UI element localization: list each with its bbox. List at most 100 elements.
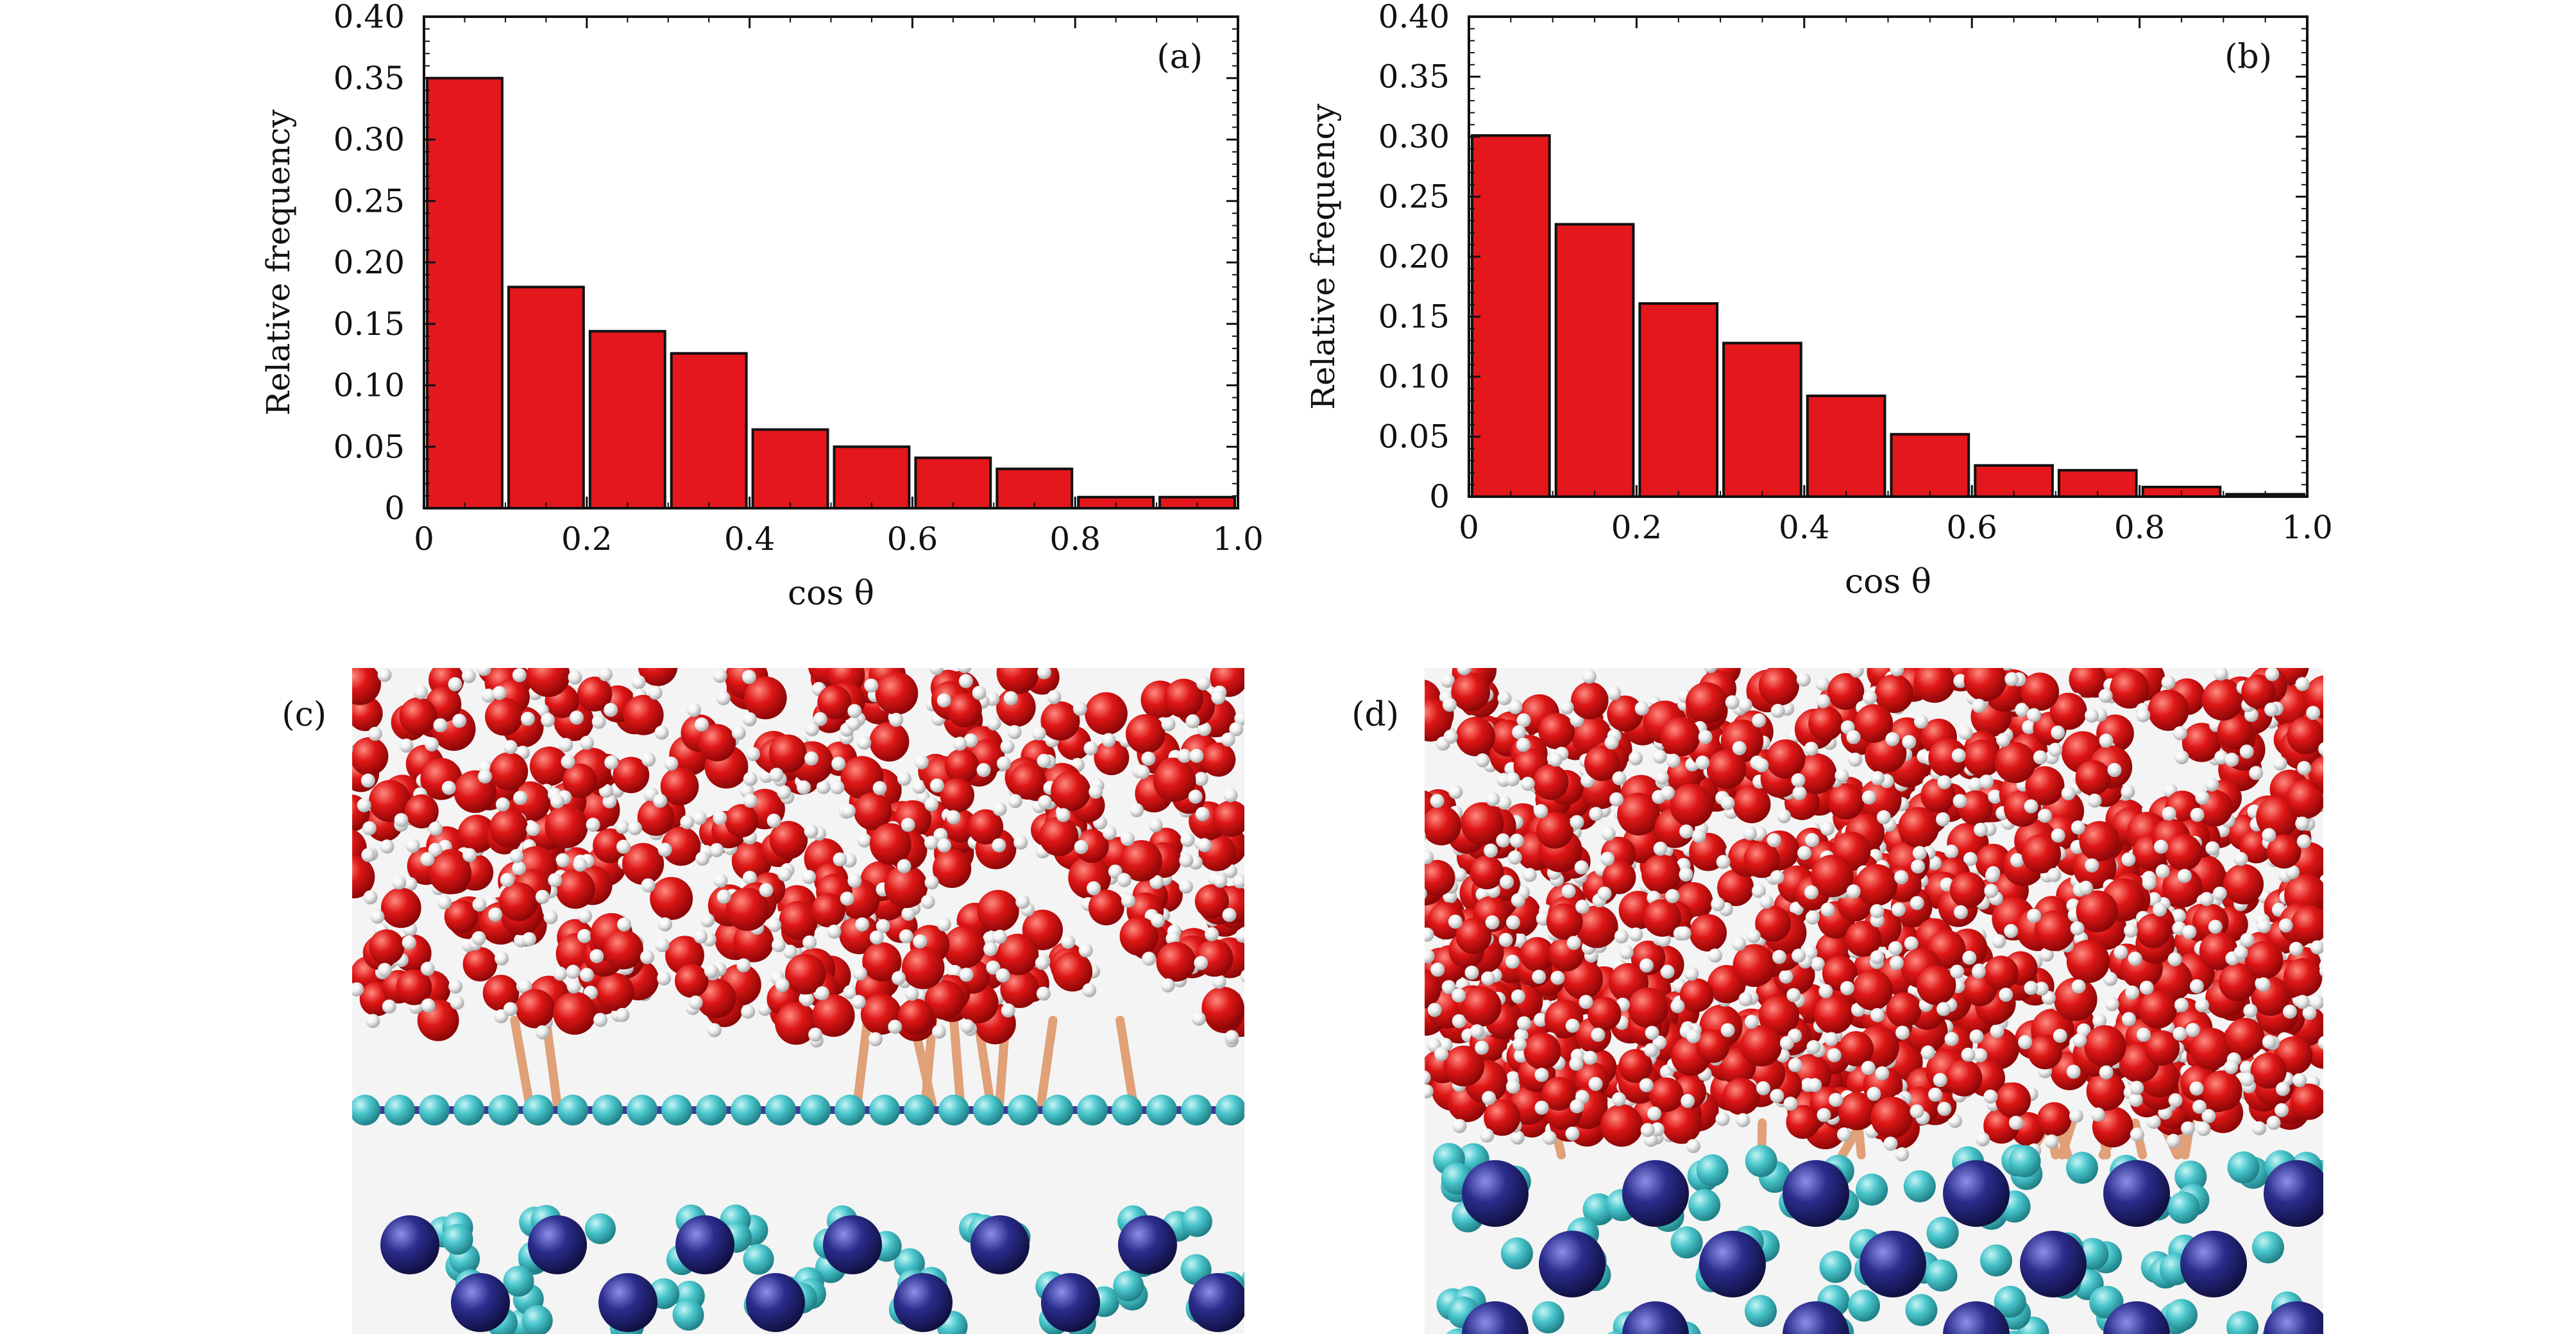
hydrogen-atom xyxy=(1990,1023,2004,1038)
substrate-light-atom xyxy=(1925,1259,1958,1292)
hydrogen-atom xyxy=(1888,941,1902,955)
oxygen-atom xyxy=(1717,869,1754,907)
surface-atom xyxy=(384,1095,415,1125)
oxygen-atom xyxy=(2201,1070,2242,1111)
hydrogen-atom xyxy=(1570,815,1584,830)
hydrogen-atom xyxy=(518,979,532,994)
oxygen-atom xyxy=(1977,1027,2020,1070)
hydrogen-atom xyxy=(2190,807,2205,822)
hydrogen-atom xyxy=(771,938,786,953)
hydrogen-atom xyxy=(2256,977,2271,992)
hydrogen-atom xyxy=(1047,690,1062,705)
oxygen-atom xyxy=(661,826,701,866)
hydrogen-atom xyxy=(1612,771,1627,785)
hydrogen-atom xyxy=(1574,860,1589,875)
hydrogen-atom xyxy=(1629,927,1643,942)
hydrogen-atom xyxy=(1500,875,1514,889)
oxygen-atom xyxy=(1733,944,1776,988)
hydrogen-atom xyxy=(1177,748,1192,763)
oxygen-atom xyxy=(1126,714,1165,754)
oxygen-atom xyxy=(1164,678,1203,718)
hydrogen-atom xyxy=(325,819,339,834)
oxygen-atom xyxy=(1536,812,1573,849)
hydrogen-atom xyxy=(543,910,558,925)
hydrogen-atom xyxy=(441,780,456,795)
y-tick-label: 0.25 xyxy=(1378,178,1450,216)
hydrogen-atom xyxy=(1816,694,1831,708)
hydrogen-atom xyxy=(2174,750,2189,765)
hydrogen-atom xyxy=(868,1032,883,1047)
hydrogen-atom xyxy=(1889,955,1904,970)
hydrogen-atom xyxy=(864,678,879,693)
hydrogen-atom xyxy=(481,688,496,703)
hydrogen-atom xyxy=(586,817,600,832)
hydrogen-atom xyxy=(931,1025,946,1039)
hydrogen-atom xyxy=(591,714,606,729)
atoms xyxy=(325,642,1244,1334)
hydrogen-atom xyxy=(992,801,1007,816)
oxygen-atom xyxy=(2021,834,2062,874)
hydrogen-atom xyxy=(1222,907,1237,922)
oxygen-atom xyxy=(1928,738,1968,778)
hydrogen-bond xyxy=(510,1016,534,1108)
oxygen-atom xyxy=(1827,783,1865,820)
hydrogen-atom xyxy=(767,918,782,932)
hydrogen-atom xyxy=(1767,833,1781,848)
oxygen-atom xyxy=(1958,790,1993,826)
hydrogen-atom xyxy=(1992,934,2006,948)
bar xyxy=(1722,341,1802,499)
hydrogen-atom xyxy=(2331,747,2345,761)
oxygen-atom xyxy=(555,869,595,909)
hydrogen-atom xyxy=(2018,1035,2033,1050)
hydrogen-atom xyxy=(1443,730,1458,744)
oxygen-atom xyxy=(1009,763,1046,800)
substrate-dark-atom xyxy=(1943,1160,2010,1227)
hydrogen-atom xyxy=(328,862,343,876)
hydrogen-atom xyxy=(1425,1070,1431,1085)
hydrogen-atom xyxy=(1087,881,1101,896)
oxygen-atom xyxy=(2223,864,2264,905)
hydrogen-atom xyxy=(1188,789,1203,804)
hydrogen-atom xyxy=(1913,714,1928,729)
hydrogen-atom xyxy=(767,814,781,828)
hydrogen-atom xyxy=(2265,668,2280,681)
hydrogen-atom xyxy=(2233,851,2248,866)
hydrogen-atom xyxy=(2295,995,2310,1009)
bar xyxy=(996,467,1074,509)
substrate-dark-atom xyxy=(528,1215,587,1274)
molecular-image-c: (c) xyxy=(282,642,1244,1334)
hydrogen-atom xyxy=(1829,1093,1843,1107)
hydrogen-atom xyxy=(627,821,642,835)
hydrogen-atom xyxy=(897,859,911,873)
hydrogen-atom xyxy=(1611,1092,1626,1107)
oxygen-atom xyxy=(2267,834,2301,869)
hydrogen-atom xyxy=(1507,850,1522,865)
hydrogen-atom xyxy=(924,875,939,890)
hydrogen-atom xyxy=(553,966,568,981)
hydrogen-atom xyxy=(641,878,656,893)
hydrogen-atom xyxy=(742,871,757,885)
oxygen-atom xyxy=(613,757,650,794)
oxygen-atom xyxy=(2066,939,2110,984)
hydrogen-atom xyxy=(478,769,493,784)
hydrogen-atom xyxy=(2319,964,2323,978)
surface-atom xyxy=(453,1095,484,1125)
hydrogen-atom xyxy=(1232,874,1244,889)
oxygen-atom xyxy=(901,946,945,989)
y-tick-label: 0.30 xyxy=(1378,118,1450,155)
oxygen-atom xyxy=(1758,668,1799,706)
oxygen-atom xyxy=(1994,742,2036,783)
hydrogen-atom xyxy=(2128,1092,2143,1107)
substrate-dark-atom xyxy=(2180,1231,2247,1297)
hydrogen-atom xyxy=(1234,711,1244,726)
hydrogen-atom xyxy=(1505,954,1520,969)
hydrogen-atom xyxy=(536,642,550,656)
oxygen-atom xyxy=(352,737,389,776)
hydrogen-atom xyxy=(958,668,972,674)
oxygen-atom xyxy=(1052,952,1093,992)
substrate-light-atom xyxy=(442,1224,473,1255)
oxygen-atom xyxy=(1758,995,1799,1036)
hydrogen-atom xyxy=(1409,718,1423,732)
hydrogen-atom xyxy=(1194,955,1208,970)
hydrogen-atom xyxy=(1645,1025,1659,1040)
